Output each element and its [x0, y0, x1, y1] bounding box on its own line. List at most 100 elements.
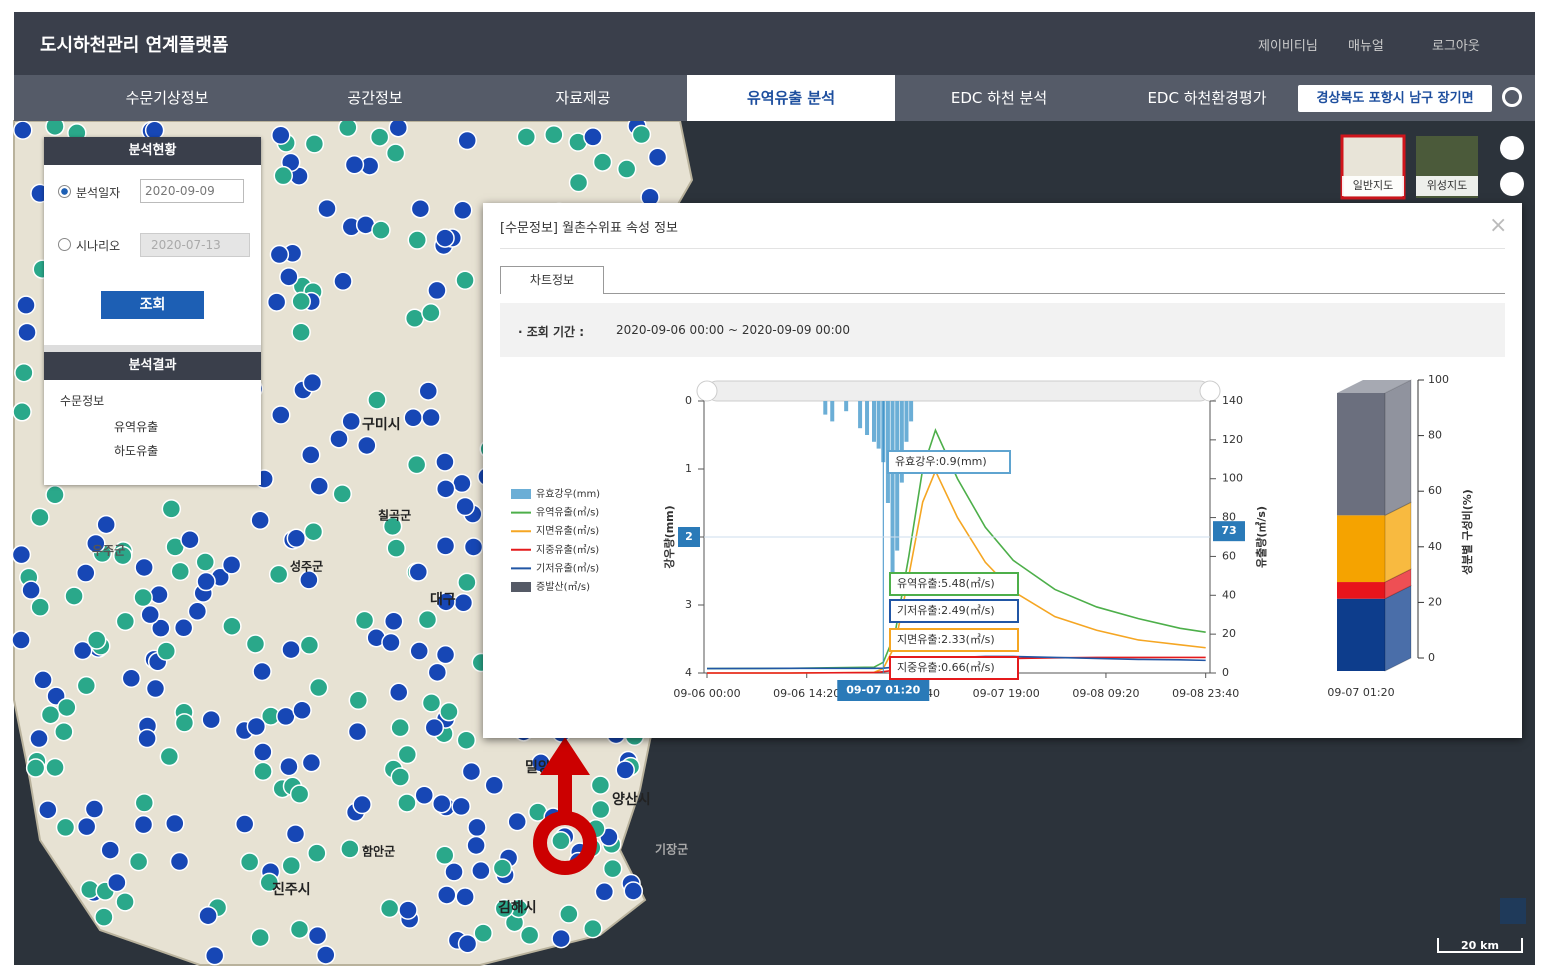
channel-marker [347, 721, 368, 742]
basin-marker [64, 586, 84, 606]
channel-marker [149, 584, 169, 605]
channel-marker [316, 945, 336, 965]
channel-marker [107, 872, 127, 893]
channel-marker [409, 641, 429, 661]
channel-marker [38, 800, 58, 820]
date-input[interactable]: 2020-09-09 [140, 179, 244, 203]
channel-marker [398, 900, 418, 920]
basin-marker [133, 587, 153, 608]
basin-marker [417, 609, 438, 630]
zoom-button[interactable] [1500, 172, 1524, 196]
nav-tab[interactable]: 유역유출 분석 [687, 75, 895, 121]
basin-marker [568, 172, 589, 193]
layer-item[interactable]: 수문정보 [60, 394, 105, 408]
radio[interactable] [58, 238, 71, 251]
channel-marker [463, 537, 484, 557]
basin-marker [456, 730, 477, 750]
basin-marker [291, 322, 311, 343]
channel-marker [137, 728, 157, 749]
channel-marker [279, 756, 299, 777]
basin-marker [631, 124, 652, 145]
nav: 경상북도 포항시 남구 장기면 수문기상정보 공간정보 자료제공 유역유출 분석 EDC… [14, 75, 1535, 121]
close-button[interactable]: × [1489, 213, 1508, 238]
basin-marker [291, 291, 311, 312]
basin-marker [457, 572, 477, 593]
basin-marker [386, 538, 406, 558]
channel-marker [452, 200, 473, 221]
manual-link[interactable]: 매뉴얼 [1348, 39, 1384, 54]
basin-marker [516, 127, 537, 147]
basin-marker [259, 872, 280, 893]
channel-marker [317, 198, 337, 219]
channel-marker [133, 814, 154, 835]
scale-bar [1437, 938, 1523, 953]
nav-tab[interactable]: 공간정보 [347, 89, 403, 107]
basin-marker [45, 757, 65, 778]
channel-marker [302, 372, 323, 393]
basin-marker [45, 485, 65, 505]
panel-header[interactable]: 분석결과 [44, 352, 261, 380]
layer-item[interactable]: 하도유출 [114, 444, 159, 458]
channel-marker [452, 473, 472, 494]
popup: [수문정보] 월촌수위표 속성 정보 × 차트정보 · 조회 기간 : 2020… [483, 203, 1522, 738]
divider [500, 248, 1505, 249]
basin-marker [455, 270, 475, 291]
basin-marker [30, 597, 50, 617]
basin-marker [12, 402, 32, 422]
basin-marker [406, 454, 427, 475]
channel-marker [427, 280, 447, 301]
map-label: 함안군 [362, 844, 395, 859]
logout-link[interactable]: 로그아웃 [1432, 39, 1480, 54]
basin-marker [170, 561, 191, 582]
basin-marker [421, 303, 441, 323]
basin-marker [299, 635, 320, 655]
channel-marker [453, 593, 474, 613]
location-box[interactable]: 경상북도 포항시 남구 장기면 [1298, 85, 1492, 112]
nav-tab[interactable]: 자료제공 [555, 89, 611, 107]
channel-marker [269, 244, 290, 265]
nav-tab[interactable]: EDC 하천 분석 [950, 89, 1048, 107]
channel-marker [461, 761, 482, 782]
layer-item[interactable]: 유역유출 [114, 420, 159, 434]
channel-marker [403, 407, 423, 428]
basin-marker [25, 758, 46, 778]
channel-marker [432, 793, 452, 814]
channel-marker [234, 814, 255, 834]
search-button[interactable]: 조회 [101, 291, 204, 319]
basin-marker [583, 918, 603, 939]
nav-tab[interactable]: 수문기상정보 [125, 89, 209, 107]
panel-header[interactable]: 분석현황 [44, 137, 261, 165]
nav-tab[interactable]: EDC 하천환경평가 [1147, 89, 1267, 107]
radio[interactable] [58, 185, 71, 198]
channel-marker [414, 785, 435, 806]
channel-marker [466, 835, 486, 856]
channel-marker [121, 668, 142, 689]
channel-marker [615, 760, 635, 780]
basin-marker [492, 858, 513, 878]
channel-marker [436, 592, 456, 612]
map-type-label: 위성지도 [1427, 179, 1467, 192]
search-icon[interactable] [1502, 87, 1522, 107]
map-label: 칠곡군 [378, 508, 411, 523]
basin-marker [222, 616, 242, 636]
chart-tab[interactable]: 차트정보 [500, 266, 604, 294]
scenario-select[interactable]: 2020-07-13 [140, 233, 250, 257]
basin-marker [559, 904, 579, 924]
layer-button[interactable] [1500, 136, 1524, 160]
basin-marker [304, 134, 325, 154]
fullscreen-button[interactable] [1500, 898, 1526, 924]
channel-marker [72, 640, 93, 661]
period-label: · 조회 기간 : [518, 325, 585, 339]
map-label: 성주군 [290, 560, 323, 574]
map-label: 진주시 [272, 881, 311, 898]
channel-marker [435, 228, 455, 248]
basin-marker [590, 775, 611, 795]
basin-marker [250, 927, 270, 948]
channel-marker [352, 794, 372, 815]
channel-marker [286, 528, 307, 549]
channel-marker [435, 536, 456, 556]
basin-marker [439, 701, 459, 722]
channel-marker [301, 752, 322, 773]
map-type-caption [1342, 176, 1404, 196]
map-label: 대구 [430, 592, 456, 608]
